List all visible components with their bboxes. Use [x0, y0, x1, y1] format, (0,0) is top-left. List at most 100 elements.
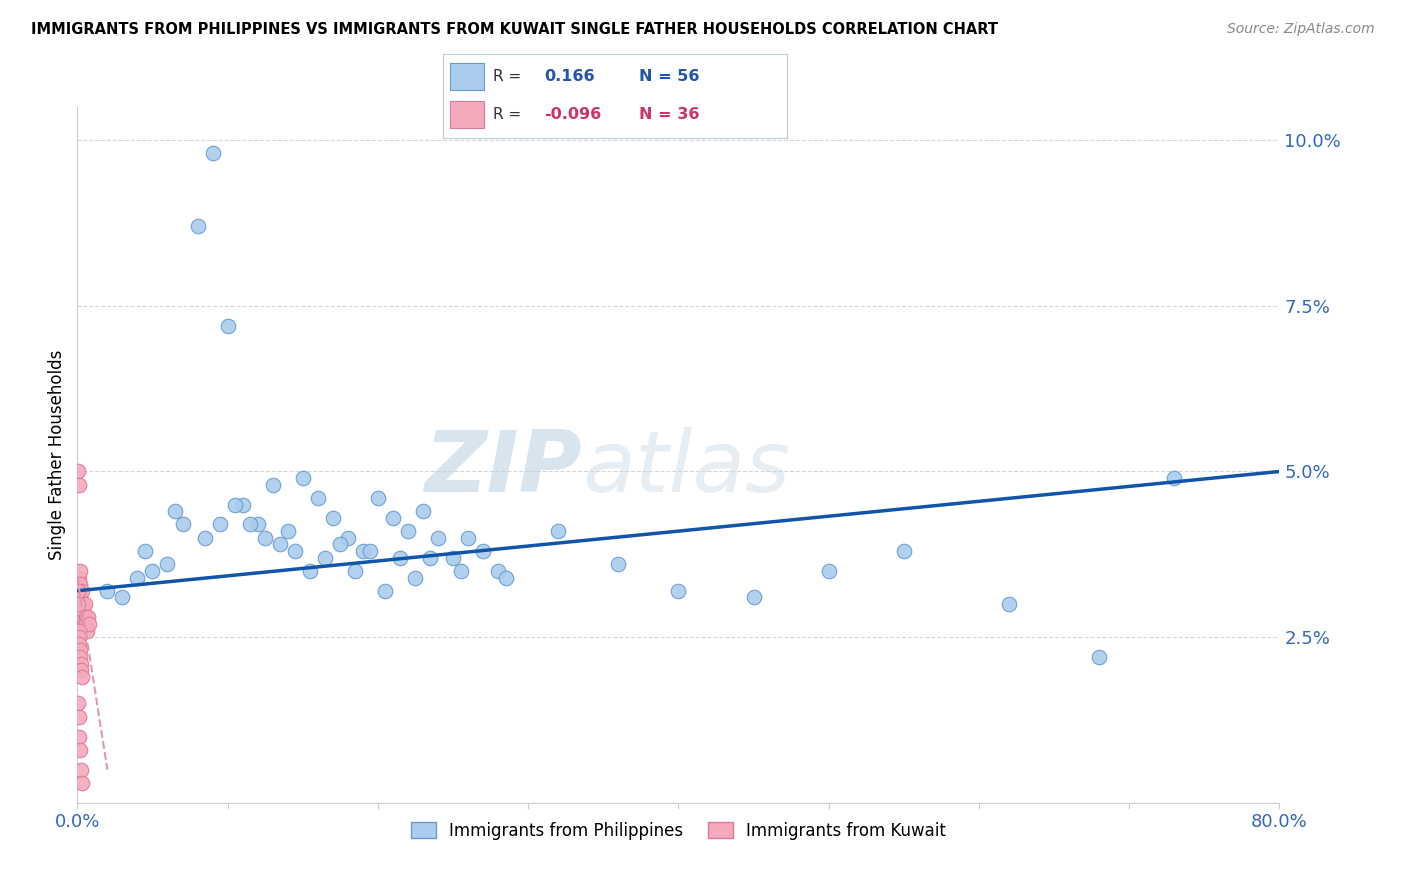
Point: [224, 498, 246, 512]
Text: R =: R =: [494, 107, 522, 122]
Point: [73, 616, 96, 631]
Point: [495, 570, 517, 584]
Point: [163, 504, 186, 518]
Point: [344, 564, 367, 578]
Point: [668, 583, 690, 598]
Point: [75, 610, 97, 624]
Point: [457, 531, 479, 545]
Point: [1088, 650, 1111, 665]
Point: [607, 558, 630, 572]
Point: [404, 570, 426, 584]
Point: [396, 524, 419, 538]
Point: [209, 517, 232, 532]
Point: [441, 550, 464, 565]
Point: [232, 498, 254, 512]
Point: [322, 511, 344, 525]
Point: [389, 550, 412, 565]
Point: [67, 465, 90, 479]
Point: [67, 709, 90, 723]
Point: [73, 597, 96, 611]
Point: [70, 663, 93, 677]
Point: [72, 597, 94, 611]
Point: [69, 643, 91, 657]
Point: [96, 583, 118, 598]
Text: atlas: atlas: [582, 427, 790, 510]
Text: N = 56: N = 56: [640, 69, 700, 84]
Point: [79, 616, 101, 631]
Text: 0.166: 0.166: [544, 69, 595, 84]
Point: [67, 570, 90, 584]
Point: [277, 524, 299, 538]
Point: [67, 630, 90, 644]
Point: [329, 537, 352, 551]
Point: [194, 531, 217, 545]
Point: [111, 591, 134, 605]
Point: [69, 597, 91, 611]
Point: [381, 511, 404, 525]
Point: [352, 544, 374, 558]
Point: [69, 564, 91, 578]
Point: [141, 564, 163, 578]
Bar: [450, 101, 484, 128]
Point: [69, 591, 91, 605]
Point: [72, 604, 94, 618]
Point: [67, 730, 90, 744]
Point: [127, 570, 149, 584]
Point: [186, 219, 209, 234]
Point: [67, 583, 90, 598]
Point: [70, 583, 93, 598]
Point: [76, 610, 98, 624]
Point: [547, 524, 569, 538]
Point: [291, 471, 314, 485]
Point: [67, 697, 90, 711]
Text: Source: ZipAtlas.com: Source: ZipAtlas.com: [1227, 22, 1375, 37]
Point: [269, 537, 291, 551]
Point: [70, 657, 93, 671]
Text: ZIP: ZIP: [425, 427, 582, 510]
Y-axis label: Single Father Households: Single Father Households: [48, 350, 66, 560]
Point: [374, 583, 396, 598]
Point: [67, 597, 90, 611]
Point: [67, 637, 90, 651]
Point: [359, 544, 381, 558]
Point: [450, 564, 472, 578]
Point: [70, 610, 93, 624]
Point: [172, 517, 194, 532]
Point: [307, 491, 329, 505]
Legend: Immigrants from Philippines, Immigrants from Kuwait: Immigrants from Philippines, Immigrants …: [404, 815, 953, 847]
Point: [254, 531, 277, 545]
Point: [246, 517, 269, 532]
Point: [419, 550, 441, 565]
Point: [472, 544, 495, 558]
Text: N = 36: N = 36: [640, 107, 700, 122]
Point: [336, 531, 359, 545]
Point: [69, 650, 91, 665]
Point: [134, 544, 156, 558]
Text: IMMIGRANTS FROM PHILIPPINES VS IMMIGRANTS FROM KUWAIT SINGLE FATHER HOUSEHOLDS C: IMMIGRANTS FROM PHILIPPINES VS IMMIGRANT…: [31, 22, 998, 37]
Point: [427, 531, 450, 545]
Point: [1163, 471, 1185, 485]
Point: [69, 743, 91, 757]
Point: [998, 597, 1021, 611]
Point: [486, 564, 509, 578]
Text: -0.096: -0.096: [544, 107, 602, 122]
Point: [70, 776, 93, 790]
Point: [67, 583, 90, 598]
Point: [156, 558, 179, 572]
Point: [201, 146, 224, 161]
Point: [75, 616, 97, 631]
Point: [70, 670, 93, 684]
Point: [70, 604, 93, 618]
Point: [299, 564, 322, 578]
Point: [262, 477, 284, 491]
Point: [893, 544, 915, 558]
Point: [76, 624, 98, 638]
Point: [412, 504, 434, 518]
Point: [314, 550, 336, 565]
Point: [284, 544, 307, 558]
Point: [69, 577, 91, 591]
Point: [367, 491, 389, 505]
Point: [742, 591, 765, 605]
Point: [817, 564, 839, 578]
Point: [67, 624, 90, 638]
